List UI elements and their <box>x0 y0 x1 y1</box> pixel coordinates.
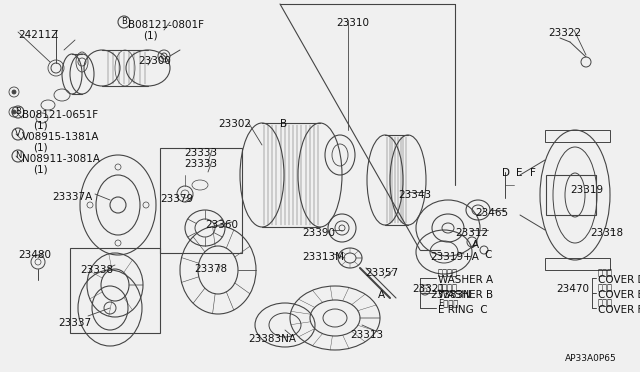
Text: E: E <box>516 168 522 178</box>
Text: 23333: 23333 <box>184 148 217 158</box>
Text: (1): (1) <box>33 121 47 131</box>
Text: N08911-3081A: N08911-3081A <box>22 154 100 164</box>
Text: A: A <box>378 290 385 300</box>
Text: 23480: 23480 <box>18 250 51 260</box>
Text: 23321: 23321 <box>412 284 445 294</box>
Text: 23379: 23379 <box>160 194 193 204</box>
Circle shape <box>12 110 16 114</box>
Text: WASHER A: WASHER A <box>438 275 493 285</box>
Text: Eリング: Eリング <box>438 298 458 307</box>
Text: 23312: 23312 <box>455 228 488 238</box>
Bar <box>160 148 242 253</box>
Text: 23313: 23313 <box>350 330 383 340</box>
Text: (1): (1) <box>33 143 47 153</box>
Text: 23338: 23338 <box>80 265 113 275</box>
Text: N: N <box>15 151 21 160</box>
Text: 23318: 23318 <box>590 228 623 238</box>
Text: (1): (1) <box>33 165 47 175</box>
Text: COVER E: COVER E <box>598 290 640 300</box>
Text: 23300: 23300 <box>138 56 171 66</box>
Text: カバー: カバー <box>598 268 613 277</box>
Text: F: F <box>530 168 536 178</box>
Text: 23319: 23319 <box>570 185 603 195</box>
Text: 23337A: 23337A <box>52 192 92 202</box>
Text: 23378: 23378 <box>194 264 227 274</box>
Bar <box>70 248 160 333</box>
Text: 23360: 23360 <box>205 220 238 230</box>
Text: 23337: 23337 <box>58 318 91 328</box>
Text: WASHER B: WASHER B <box>438 290 493 300</box>
Bar <box>545 258 610 270</box>
Text: 23390: 23390 <box>302 228 335 238</box>
Text: ワッシャ: ワッシャ <box>438 268 458 277</box>
Text: V: V <box>15 129 21 138</box>
Text: 23383N: 23383N <box>430 290 471 300</box>
Circle shape <box>12 90 16 94</box>
Text: AP33A0P65: AP33A0P65 <box>565 354 617 363</box>
Text: B: B <box>15 108 21 116</box>
Text: 23322: 23322 <box>548 28 581 38</box>
Bar <box>545 130 610 142</box>
Text: 23333: 23333 <box>184 159 217 169</box>
Bar <box>546 175 596 215</box>
Text: 23383NA: 23383NA <box>248 334 296 344</box>
Text: V08915-1381A: V08915-1381A <box>22 132 99 142</box>
Text: 23310: 23310 <box>336 18 369 28</box>
Text: 23313M: 23313M <box>302 252 344 262</box>
Text: B08121-0801F: B08121-0801F <box>128 20 204 30</box>
Text: B: B <box>121 17 127 26</box>
Text: 23465: 23465 <box>475 208 508 218</box>
Text: C: C <box>484 250 492 260</box>
Text: ワッシャ: ワッシャ <box>438 283 458 292</box>
Text: D: D <box>502 168 510 178</box>
Text: A: A <box>472 240 479 250</box>
Text: 23357: 23357 <box>365 268 398 278</box>
Text: B: B <box>280 119 287 129</box>
Text: E RING  C: E RING C <box>438 305 488 315</box>
Text: カバー: カバー <box>598 298 613 307</box>
Text: カバー: カバー <box>598 283 613 292</box>
Text: 23343: 23343 <box>398 190 431 200</box>
Text: 23470: 23470 <box>556 284 589 294</box>
Text: 23302: 23302 <box>218 119 251 129</box>
Text: B08121-0651F: B08121-0651F <box>22 110 98 120</box>
Text: 24211Z: 24211Z <box>18 30 58 40</box>
Text: 23319+A: 23319+A <box>430 252 479 262</box>
Text: COVER F: COVER F <box>598 305 640 315</box>
Text: (1): (1) <box>143 31 157 41</box>
Text: COVER D: COVER D <box>598 275 640 285</box>
